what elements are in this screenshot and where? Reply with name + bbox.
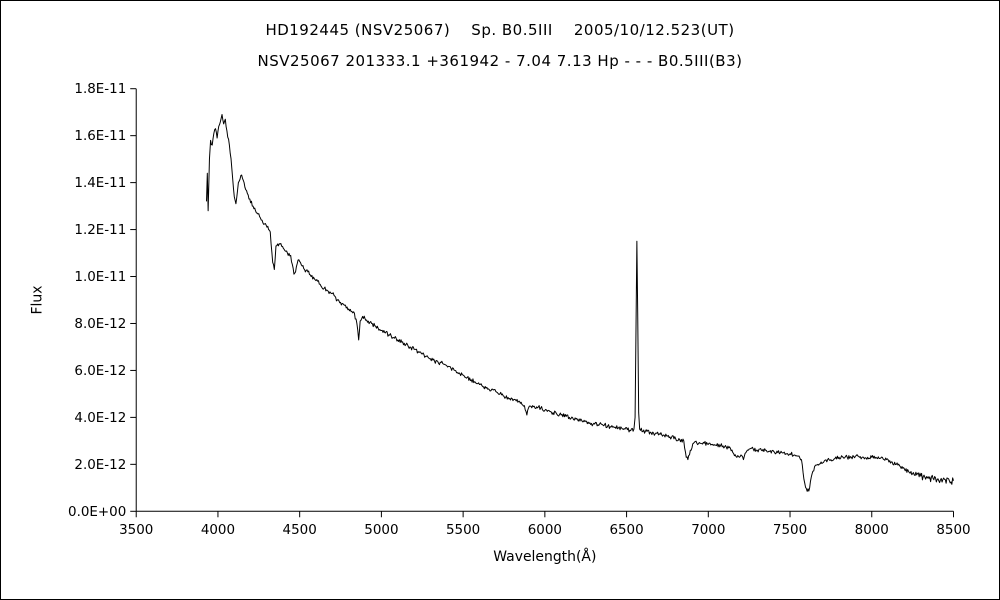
x-tick-label: 4500: [283, 523, 317, 538]
x-axis-title: Wavelength(Å): [493, 548, 596, 565]
y-tick-label: 1.0E-11: [74, 270, 126, 285]
x-tick-label: 3500: [119, 523, 153, 538]
x-tick-label: 7000: [691, 523, 725, 538]
x-tick-label: 5500: [446, 523, 480, 538]
x-tick-label: 8500: [936, 523, 970, 538]
y-tick-label: 6.0E-12: [74, 364, 126, 379]
y-axis-title: Flux: [30, 286, 46, 315]
y-tick-label: 1.8E-11: [74, 82, 126, 97]
y-tick-label: 4.0E-12: [74, 411, 126, 426]
y-tick-label: 1.2E-11: [74, 223, 126, 238]
x-tick-label: 8000: [855, 523, 889, 538]
chart-title: HD192445 (NSV25067) Sp. B0.5III 2005/10/…: [265, 21, 735, 39]
y-tick-label: 1.6E-11: [74, 129, 126, 144]
y-tick-label: 1.4E-11: [74, 176, 126, 191]
x-tick-label: 4000: [201, 523, 235, 538]
y-tick-label: 0.0E+00: [68, 505, 126, 520]
x-tick-label: 7500: [773, 523, 807, 538]
chart-subtitle: NSV25067 201333.1 +361942 - 7.04 7.13 Hp…: [257, 52, 743, 70]
x-tick-label: 6000: [528, 523, 562, 538]
spectrum-line: [206, 114, 954, 492]
x-tick-label: 5000: [364, 523, 398, 538]
y-tick-label: 8.0E-12: [74, 317, 126, 332]
x-tick-label: 6500: [609, 523, 643, 538]
y-tick-label: 2.0E-12: [74, 458, 126, 473]
